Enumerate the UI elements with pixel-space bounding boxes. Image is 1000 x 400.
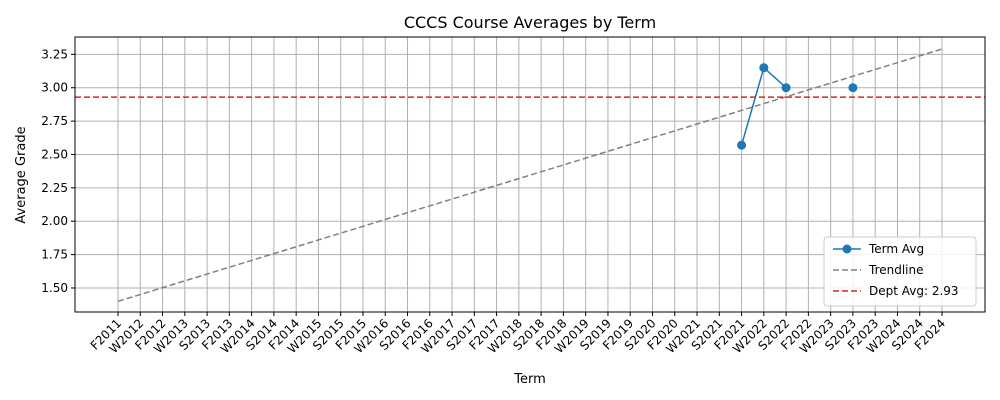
legend-label: Trendline <box>868 263 924 277</box>
term-avg-point <box>781 83 791 93</box>
plot-frame <box>74 36 986 313</box>
term-avg-point <box>759 63 769 73</box>
y-tick-label: 1.75 <box>41 248 68 262</box>
legend-box <box>823 236 977 307</box>
trendline <box>117 48 943 303</box>
term-avg-segment <box>740 67 765 146</box>
y-tick-label: 2.00 <box>41 214 68 228</box>
term-avg-point <box>737 140 747 150</box>
x-axis-label: Term <box>513 372 546 387</box>
legend: Term Avg Trendline Dept Avg: 2.93 <box>823 236 977 307</box>
legend-label: Dept Avg: 2.93 <box>869 284 959 298</box>
y-tick-label: 2.25 <box>41 181 68 195</box>
y-tick-label: 2.50 <box>41 147 68 161</box>
y-tick-label: 3.00 <box>41 81 68 95</box>
y-tick-label: 2.75 <box>41 114 68 128</box>
term-avg-point <box>848 83 858 93</box>
series-layer <box>75 48 985 303</box>
x-axis: F2011W2012F2012W2013S2013F2013W2014S2014… <box>88 312 948 356</box>
y-axis-label: Average Grade <box>14 126 29 223</box>
chart-title: CCCS Course Averages by Term <box>404 13 656 32</box>
y-tick-label: 1.50 <box>41 281 68 295</box>
legend-marker <box>842 244 852 254</box>
legend-label: Term Avg <box>868 242 924 256</box>
term-avg-segment <box>763 67 787 89</box>
y-axis: 1.50 1.75 2.00 2.25 2.50 2.75 3.00 3.25 <box>41 47 75 295</box>
y-tick-label: 3.25 <box>41 47 68 61</box>
